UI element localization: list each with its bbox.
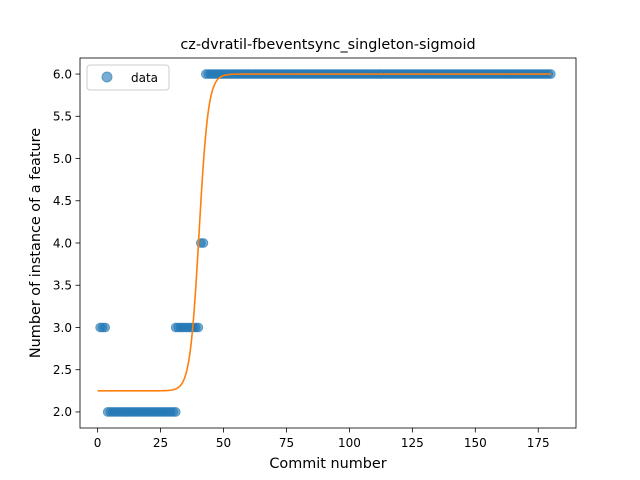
data-point [170, 407, 181, 417]
x-tick-label: 25 [153, 436, 168, 450]
x-axis: 0 25 50 75 100 125 150 175 [94, 428, 550, 450]
x-axis-label: Commit number [269, 456, 386, 472]
data-point [198, 238, 209, 248]
x-tick-label: 125 [401, 436, 424, 450]
y-tick-label: 5.0 [53, 152, 72, 166]
legend-box [86, 64, 170, 91]
y-tick-label: 3.0 [53, 321, 72, 335]
y-tick-label: 3.5 [53, 279, 72, 293]
y-tick-label: 4.5 [53, 194, 72, 208]
chart-title: cz-dvratil-fbeventsync_singleton-sigmoid [180, 37, 475, 53]
y-axis: 2.0 2.5 3.0 3.5 4.0 4.5 5.0 5.5 6.0 [53, 67, 80, 419]
y-axis-label: Number of instance of a feature [28, 128, 44, 358]
legend: data [86, 64, 170, 91]
x-tick-label: 150 [464, 436, 487, 450]
data-point [193, 322, 204, 333]
fit-curve-layer [97, 73, 551, 392]
y-tick-label: 5.5 [53, 110, 72, 124]
x-tick-label: 175 [527, 436, 550, 450]
y-tick-label: 6.0 [53, 67, 72, 81]
y-tick-label: 2.5 [53, 363, 72, 377]
x-tick-label: 100 [338, 436, 361, 450]
legend-label: data [131, 71, 158, 85]
y-tick-label: 4.0 [53, 236, 72, 250]
y-tick-label: 2.0 [53, 405, 72, 419]
x-tick-label: 75 [279, 436, 294, 450]
x-tick-label: 50 [216, 436, 231, 450]
legend-marker [101, 71, 113, 83]
data-point [100, 322, 111, 333]
fit-curve [97, 73, 551, 392]
x-tick-label: 0 [94, 436, 102, 450]
